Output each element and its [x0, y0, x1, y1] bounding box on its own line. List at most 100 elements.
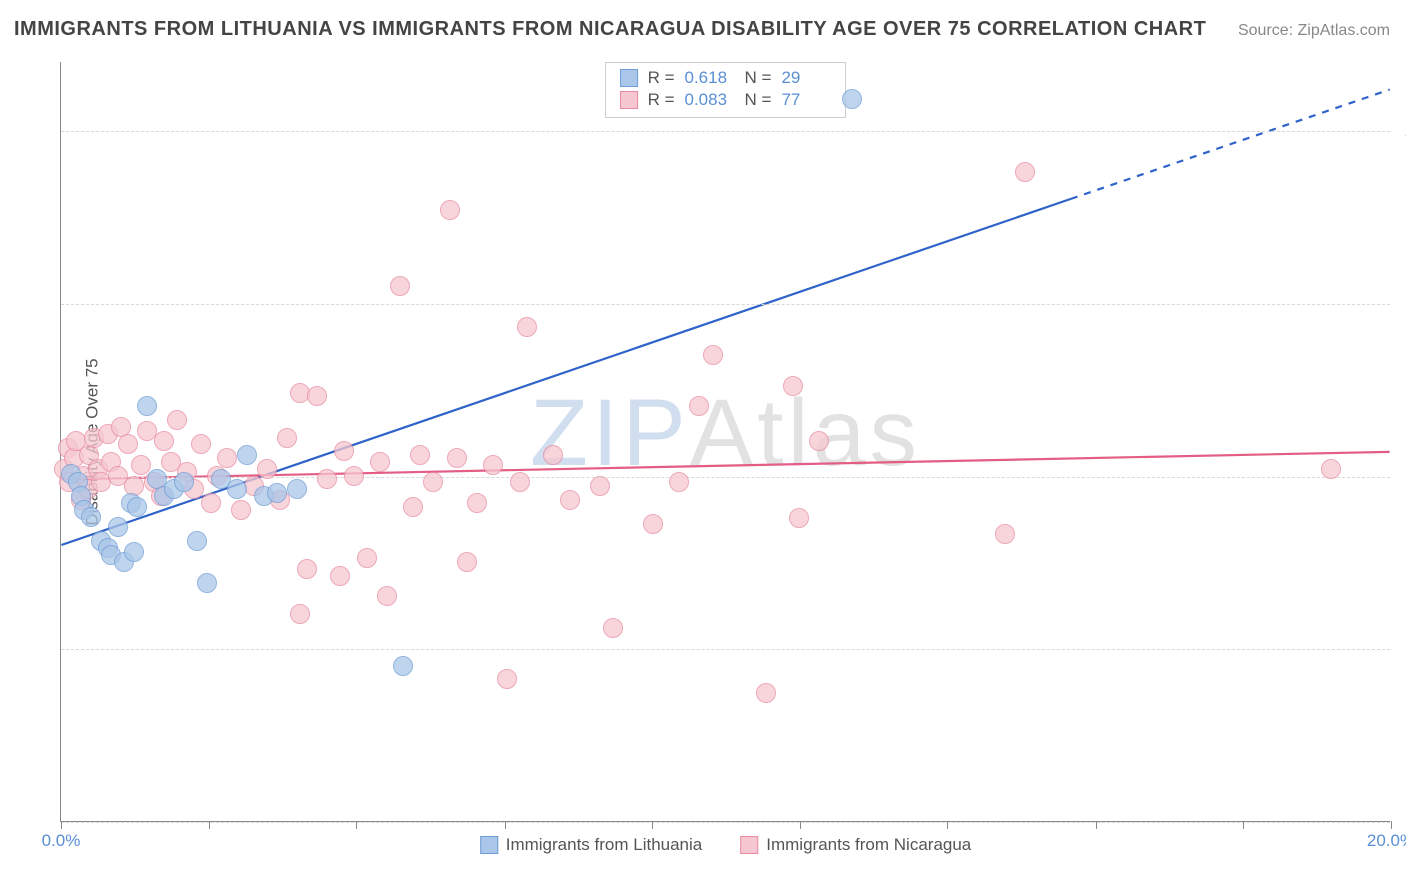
legend-swatch: [620, 91, 638, 109]
data-point: [330, 566, 350, 586]
data-point: [297, 559, 317, 579]
plot-area: Disability Age Over 75 ZIPAtlas R =0.618…: [60, 62, 1390, 822]
data-point: [1015, 162, 1035, 182]
data-point: [403, 497, 423, 517]
x-tick-label: 0.0%: [42, 831, 81, 851]
stats-r-value: 0.083: [685, 90, 735, 110]
x-tick: [61, 821, 62, 829]
legend-item: Immigrants from Nicaragua: [740, 835, 971, 855]
data-point: [227, 479, 247, 499]
x-tick: [652, 821, 653, 829]
data-point: [217, 448, 237, 468]
data-point: [457, 552, 477, 572]
stats-r-label: R =: [648, 68, 675, 88]
data-point: [81, 507, 101, 527]
data-point: [187, 531, 207, 551]
data-point: [467, 493, 487, 513]
data-point: [783, 376, 803, 396]
data-point: [643, 514, 663, 534]
watermark-atlas: Atlas: [690, 379, 921, 485]
data-point: [689, 396, 709, 416]
data-point: [201, 493, 221, 513]
x-tick: [505, 821, 506, 829]
x-tick: [1243, 821, 1244, 829]
data-point: [789, 508, 809, 528]
data-point: [357, 548, 377, 568]
data-point: [124, 542, 144, 562]
legend-swatch: [480, 836, 498, 854]
x-tick: [1096, 821, 1097, 829]
stats-r-label: R =: [648, 90, 675, 110]
gridline: [61, 131, 1390, 132]
data-point: [590, 476, 610, 496]
trendlines-layer: [61, 62, 1390, 821]
legend-swatch: [740, 836, 758, 854]
data-point: [517, 317, 537, 337]
data-point: [543, 445, 563, 465]
stats-n-value: 29: [781, 68, 831, 88]
x-tick: [947, 821, 948, 829]
data-point: [191, 434, 211, 454]
data-point: [756, 683, 776, 703]
legend-label: Immigrants from Nicaragua: [766, 835, 971, 855]
watermark: ZIPAtlas: [530, 378, 921, 487]
x-tick: [209, 821, 210, 829]
stats-n-label: N =: [745, 68, 772, 88]
data-point: [231, 500, 251, 520]
stats-row: R = 0.083 N = 77: [620, 90, 832, 110]
stats-n-value: 77: [781, 90, 831, 110]
x-tick: [1391, 821, 1392, 829]
data-point: [377, 586, 397, 606]
data-point: [344, 466, 364, 486]
source-label: Source: ZipAtlas.com: [1238, 22, 1390, 40]
data-point: [118, 434, 138, 454]
data-point: [995, 524, 1015, 544]
legend-label: Immigrants from Lithuania: [506, 835, 703, 855]
data-point: [390, 276, 410, 296]
data-point: [277, 428, 297, 448]
x-tick-label: 20.0%: [1367, 831, 1406, 851]
data-point: [154, 431, 174, 451]
chart-container: IMMIGRANTS FROM LITHUANIA VS IMMIGRANTS …: [0, 0, 1406, 892]
stats-n-label: N =: [745, 90, 772, 110]
stats-row: R =0.618N =29: [620, 68, 832, 88]
gridline: [61, 822, 1390, 823]
data-point: [1321, 459, 1341, 479]
data-point: [510, 472, 530, 492]
data-point: [131, 455, 151, 475]
stats-legend: R =0.618N =29R =0.083N =77: [605, 62, 847, 118]
x-tick: [800, 821, 801, 829]
x-tick: [356, 821, 357, 829]
watermark-zip: ZIP: [530, 379, 690, 485]
data-point: [410, 445, 430, 465]
data-point: [842, 89, 862, 109]
gridline: [61, 649, 1390, 650]
data-point: [257, 459, 277, 479]
legend-item: Immigrants from Lithuania: [480, 835, 703, 855]
data-point: [809, 431, 829, 451]
data-point: [137, 396, 157, 416]
data-point: [317, 469, 337, 489]
data-point: [267, 483, 287, 503]
data-point: [127, 497, 147, 517]
chart-title: IMMIGRANTS FROM LITHUANIA VS IMMIGRANTS …: [14, 18, 1206, 41]
series-legend: Immigrants from Lithuania Immigrants from…: [480, 835, 972, 855]
data-point: [703, 345, 723, 365]
data-point: [290, 604, 310, 624]
data-point: [108, 517, 128, 537]
data-point: [483, 455, 503, 475]
data-point: [669, 472, 689, 492]
data-point: [287, 479, 307, 499]
y-tick-label: 100.0%: [1396, 121, 1406, 141]
y-tick-label: 75.0%: [1396, 294, 1406, 314]
data-point: [237, 445, 257, 465]
gridline: [61, 304, 1390, 305]
data-point: [393, 656, 413, 676]
data-point: [497, 669, 517, 689]
y-tick-label: 50.0%: [1396, 467, 1406, 487]
data-point: [447, 448, 467, 468]
data-point: [334, 441, 354, 461]
data-point: [197, 573, 217, 593]
data-point: [174, 472, 194, 492]
data-point: [423, 472, 443, 492]
